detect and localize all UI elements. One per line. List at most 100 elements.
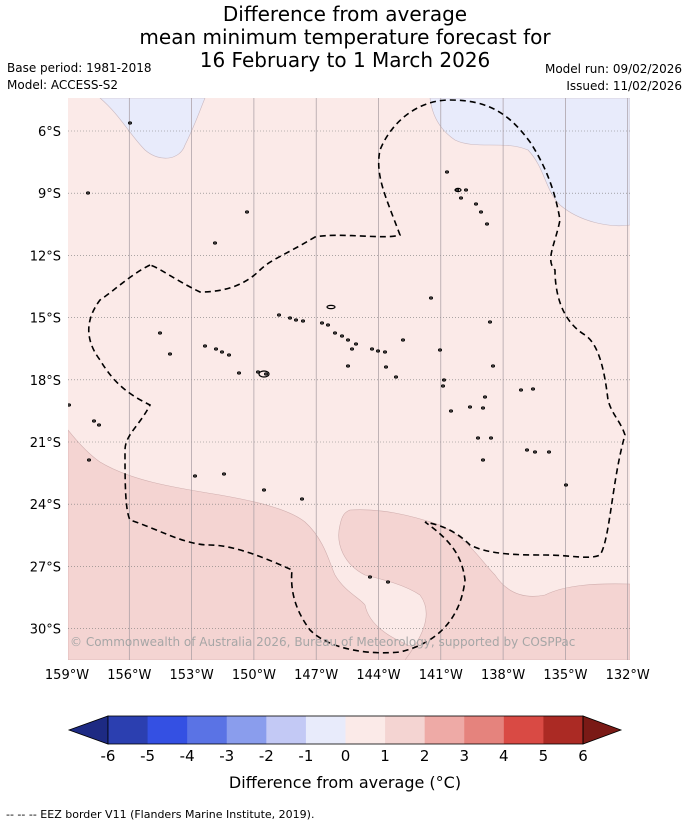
model-run: Model run: 09/02/2026	[544, 62, 682, 76]
island	[220, 350, 225, 354]
colorbar-tick: 5	[539, 747, 549, 765]
island	[488, 320, 493, 324]
island	[524, 448, 529, 452]
island	[203, 344, 208, 348]
island	[237, 371, 242, 375]
longitude-label: 150°W	[232, 668, 276, 683]
latitude-label: 12°S	[30, 249, 61, 264]
colorbar-segment	[226, 716, 267, 744]
island	[213, 241, 218, 245]
island	[301, 319, 306, 323]
island	[214, 347, 219, 351]
island	[320, 321, 325, 325]
island	[459, 196, 464, 200]
longitude-label: 159°W	[45, 668, 89, 683]
island	[91, 419, 96, 423]
island	[476, 436, 481, 440]
colorbar-segment	[424, 716, 465, 744]
island	[222, 472, 227, 476]
island	[532, 450, 537, 454]
island	[333, 331, 338, 335]
island	[277, 313, 282, 317]
island	[474, 202, 479, 206]
island	[449, 409, 454, 413]
copyright-notice: © Commonwealth of Australia 2026, Bureau…	[70, 635, 575, 649]
eez-border	[88, 99, 626, 654]
latitude-label: 30°S	[30, 623, 61, 638]
island	[376, 349, 381, 353]
colorbar-tick: 6	[578, 747, 588, 765]
island	[468, 405, 473, 409]
colorbar-segment	[385, 716, 426, 744]
latitude-label: 21°S	[30, 436, 61, 451]
colorbar-tick: 3	[459, 747, 469, 765]
latitude-label: 15°S	[30, 312, 61, 327]
island	[530, 387, 535, 391]
island	[429, 296, 434, 300]
colorbar-tick: 2	[420, 747, 430, 765]
island	[438, 348, 443, 352]
island	[546, 450, 551, 454]
island	[386, 580, 391, 584]
anomaly-band-neg1-to-0-northwest	[99, 98, 206, 159]
eez-legend-note: -- -- -- EEZ border V11 (Flanders Marine…	[6, 808, 315, 821]
island	[262, 488, 267, 492]
latitude-label: 27°S	[30, 560, 61, 575]
latitude-label: 18°S	[30, 374, 61, 389]
island	[518, 388, 523, 392]
forecast-map: 6°S 9°S 12°S 15°S 18°S 21°S 24°S 27°S 30°S 159°W…	[30, 98, 650, 765]
colorbar-segment	[147, 716, 188, 744]
colorbar	[67, 715, 623, 745]
longitude-label: 144°W	[356, 668, 400, 683]
island	[563, 483, 568, 487]
title-line-1: Difference from average	[222, 2, 468, 26]
colorbar-tick-labels: -6 -5 -4 -3 -2 -1 0 1 2 3 4 5 6	[101, 747, 588, 765]
colorbar-frame	[107, 715, 584, 745]
anomaly-band-1-to-2-southeast	[338, 509, 630, 660]
colorbar-segment	[543, 716, 584, 744]
title-line-2: mean minimum temperature forecast for	[139, 25, 551, 49]
island	[483, 395, 488, 399]
island	[485, 222, 490, 226]
island	[86, 458, 91, 462]
island	[340, 334, 345, 338]
island	[368, 575, 373, 579]
latitude-label: 9°S	[38, 187, 61, 202]
longitude-label: 147°W	[294, 668, 338, 683]
island	[227, 353, 232, 357]
island	[288, 316, 293, 320]
island	[464, 188, 469, 192]
island	[245, 210, 250, 214]
island	[158, 331, 163, 335]
colorbar-tick: -5	[140, 747, 155, 765]
anomaly-band-neg1-to-0-northeast	[429, 98, 630, 226]
longitude-label: 156°W	[107, 668, 151, 683]
colorbar-tick: -4	[180, 747, 195, 765]
colorbar-segment	[266, 716, 307, 744]
colorbar-tick: 0	[341, 747, 351, 765]
island	[264, 372, 269, 376]
island	[491, 364, 496, 368]
colorbar-segment	[305, 716, 346, 744]
colorbar-segment	[345, 716, 386, 744]
longitude-label: 141°W	[419, 668, 463, 683]
island	[489, 436, 494, 440]
longitude-label: 153°W	[170, 668, 214, 683]
island	[370, 347, 375, 351]
graticule	[68, 98, 630, 660]
colorbar-tick: -2	[259, 747, 274, 765]
colorbar-tick: -6	[101, 747, 116, 765]
colorbar-segment	[108, 716, 149, 744]
longitude-label: 138°W	[481, 668, 525, 683]
longitude-label: 132°W	[606, 668, 650, 683]
longitude-label: 135°W	[543, 668, 587, 683]
latitude-label: 6°S	[38, 125, 61, 140]
colorbar-segment	[503, 716, 544, 744]
island	[346, 364, 351, 368]
title-line-3: 16 February to 1 March 2026	[199, 48, 491, 72]
island	[168, 352, 173, 356]
colorbar-segment	[187, 716, 228, 744]
latitude-label: 24°S	[30, 498, 61, 513]
island	[346, 338, 351, 342]
island	[68, 403, 71, 407]
